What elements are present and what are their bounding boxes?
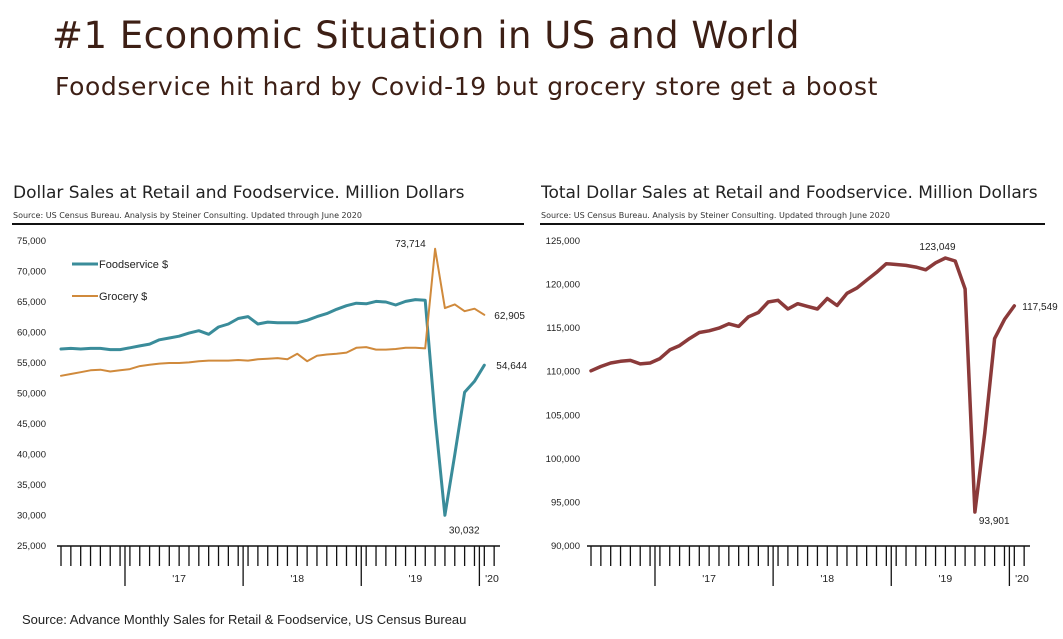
x-tick-label: '19 [409,573,423,585]
y-tick-label: 120,000 [546,280,580,291]
left-chart-title: Dollar Sales at Retail and Foodservice. … [13,183,465,203]
y-tick-label: 65,000 [17,297,46,308]
y-tick-label: 45,000 [17,419,46,430]
foodservice-grocery-chart: 25,000 30,000 35,000 40,000 45,000 50,000 55,0… [17,236,527,586]
x-tick-label: '18 [290,573,304,585]
y-tick-label: 70,000 [17,267,46,278]
slide-title: #1 Economic Situation in US and World [52,14,800,57]
legend-label: Foodservice $ [99,259,168,271]
series-line-total [589,256,1017,514]
data-label: 73,714 [395,239,426,250]
x-tick-label: '20 [1015,573,1029,585]
series-line-grocery [60,247,486,377]
y-tick-label: 25,000 [17,541,46,552]
y-tick-label: 90,000 [551,541,580,552]
y-tick-label: 55,000 [17,358,46,369]
y-tick-label: 115,000 [546,323,580,334]
total-sales-chart: 90,000 95,000 100,000 105,000 110,000 115,000… [546,236,1058,586]
y-tick-label: 95,000 [551,497,580,508]
data-label: 62,905 [494,311,525,322]
x-tick-label: '18 [820,573,834,585]
x-tick-label: '17 [702,573,716,585]
series-line-foodservice [59,298,486,517]
y-tick-label: 30,000 [17,511,46,522]
y-tick-label: 35,000 [17,480,46,491]
data-label: 123,049 [919,242,956,253]
footer-source: Source: Advance Monthly Sales for Retail… [22,612,467,627]
y-tick-label: 40,000 [17,450,46,461]
y-tick-label: 50,000 [17,389,46,400]
right-chart-title: Total Dollar Sales at Retail and Foodser… [541,183,1038,203]
y-tick-label: 125,000 [546,236,580,247]
y-tick-label: 105,000 [546,410,580,421]
x-tick-label: '19 [939,573,953,585]
x-tick-label: '17 [172,573,186,585]
y-tick-label: 110,000 [546,367,580,378]
legend-label: Grocery $ [99,291,147,303]
y-tick-label: 75,000 [17,236,46,247]
data-label: 117,549 [1022,302,1058,313]
right-chart-rule [540,223,1045,225]
left-chart-source: Source: US Census Bureau. Analysis by St… [13,211,362,220]
slide-subtitle: Foodservice hit hard by Covid-19 but gro… [55,72,878,101]
left-chart-rule [12,223,524,225]
data-label: 54,644 [496,361,527,372]
right-chart-source: Source: US Census Bureau. Analysis by St… [541,211,890,220]
y-tick-label: 60,000 [17,328,46,339]
data-label: 93,901 [979,516,1010,527]
x-tick-label: '20 [485,573,499,585]
y-tick-label: 100,000 [546,454,580,465]
data-label: 30,032 [449,525,480,536]
